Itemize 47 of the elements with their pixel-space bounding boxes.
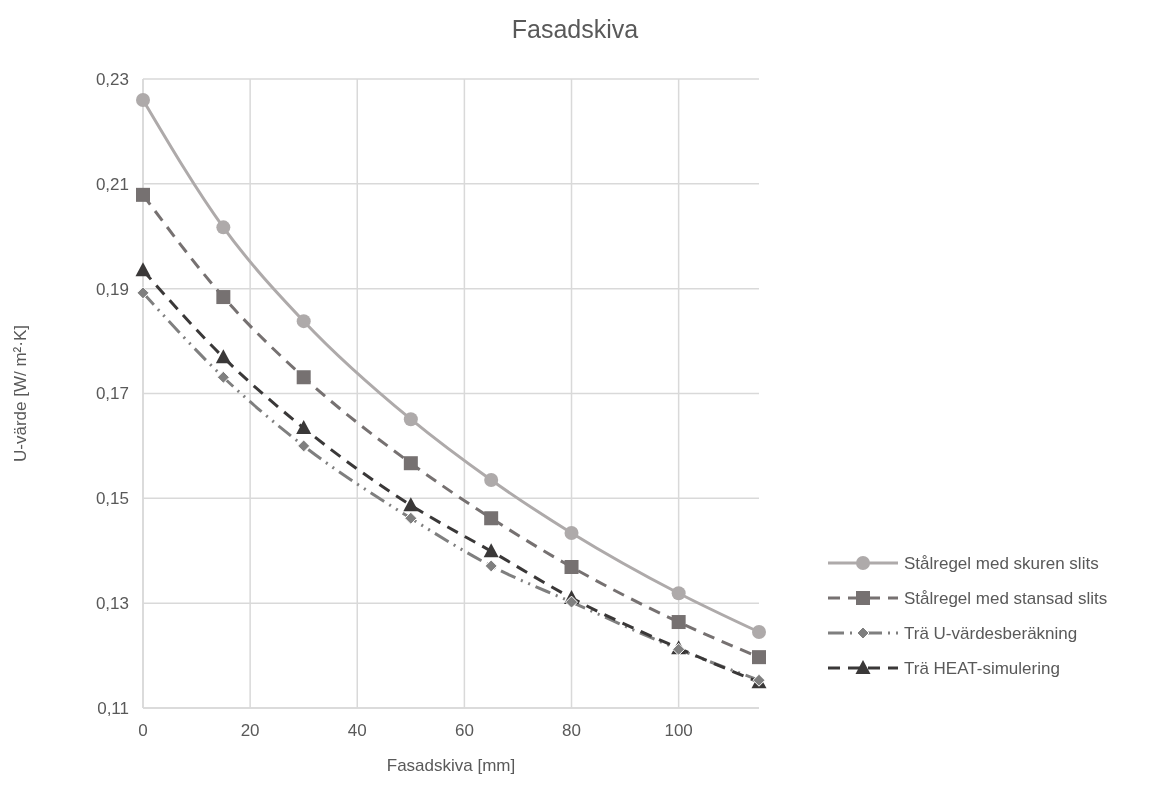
point <box>564 560 579 574</box>
chart-title: Fasadskiva <box>511 15 639 43</box>
point <box>135 262 151 277</box>
point <box>403 412 418 427</box>
point <box>136 92 150 107</box>
point <box>296 420 312 435</box>
x-tick-label: 0 <box>138 721 148 740</box>
x-tick-label: 100 <box>664 721 693 740</box>
point <box>484 472 499 487</box>
point <box>564 525 579 540</box>
point <box>216 370 230 384</box>
point <box>752 650 766 665</box>
point <box>216 220 231 235</box>
x-tick-label: 40 <box>347 721 367 740</box>
point <box>403 456 418 471</box>
legend-label: Trä HEAT-simulering <box>904 658 1060 678</box>
y-axis-title: U-värde [W/ m²·K] <box>11 325 30 462</box>
x-tick-label: 60 <box>454 721 474 740</box>
x-axis-title: Fasadskiva [mm] <box>386 756 516 775</box>
point <box>296 370 311 385</box>
y-tick-label: 0,11 <box>97 698 129 718</box>
point <box>403 497 419 512</box>
point <box>483 543 499 558</box>
legend-label: Trä U-värdesberäkning <box>904 623 1078 643</box>
legend-label: Stålregel med skuren slits <box>904 553 1099 573</box>
y-tick-label: 0,15 <box>95 489 129 509</box>
y-tick-label: 0,19 <box>95 279 129 299</box>
point <box>297 439 311 453</box>
point <box>752 625 766 639</box>
point <box>215 349 231 364</box>
legend-label: Stålregel med stansad slits <box>904 588 1108 608</box>
point <box>565 595 579 609</box>
x-tick-label: 20 <box>240 721 260 740</box>
x-tick-label: 80 <box>562 721 581 740</box>
point <box>216 290 231 305</box>
point <box>671 586 686 601</box>
y-tick-label: 0,13 <box>95 594 129 614</box>
y-tick-label: 0,23 <box>95 69 129 89</box>
point <box>404 511 418 525</box>
point <box>671 615 686 630</box>
y-tick-label: 0,17 <box>95 384 129 404</box>
y-tick-label: 0,21 <box>95 174 129 194</box>
point <box>484 511 499 526</box>
point <box>136 286 150 300</box>
point <box>484 559 498 573</box>
point <box>136 187 150 202</box>
point <box>296 314 311 329</box>
